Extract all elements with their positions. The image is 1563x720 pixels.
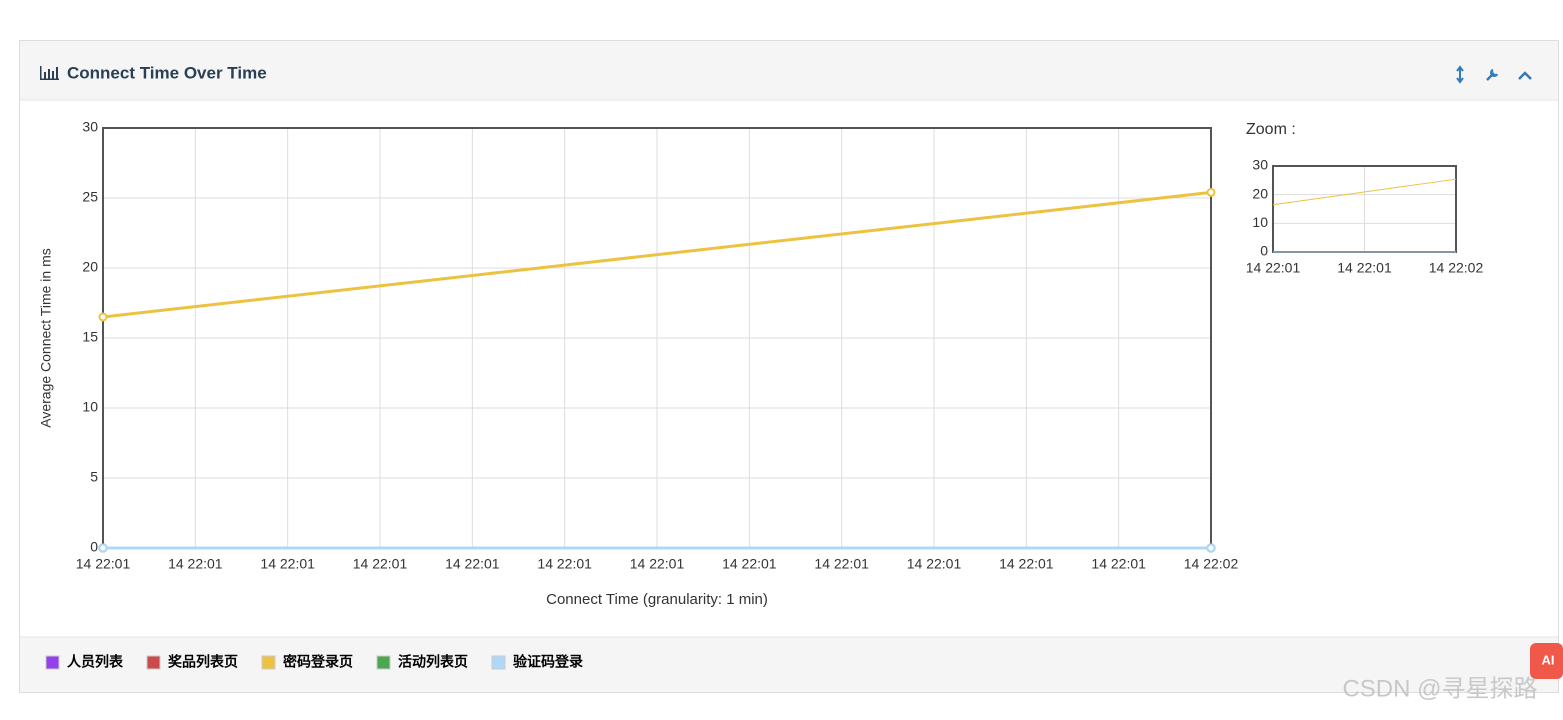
legend-label[interactable]: 密码登录页: [282, 654, 353, 670]
legend-swatch[interactable]: [45, 655, 60, 670]
x-tick-label: 14 22:01: [1337, 260, 1392, 276]
legend-area: [20, 637, 1558, 692]
y-tick-label: 0: [1260, 243, 1268, 259]
y-tick-label: 15: [82, 329, 98, 345]
legend-swatch[interactable]: [491, 655, 506, 670]
panel-header: [20, 41, 1558, 100]
zoom-label: Zoom :: [1246, 121, 1296, 138]
x-tick-label: 14 22:01: [814, 556, 869, 572]
ai-badge[interactable]: [1530, 643, 1563, 679]
legend-label[interactable]: 活动列表页: [398, 654, 468, 670]
y-tick-label: 5: [90, 469, 98, 485]
header-tools[interactable]: [1456, 65, 1532, 84]
series-point: [98, 543, 108, 553]
legend-swatch[interactable]: [261, 655, 276, 670]
y-axis-title: Average Connect Time in ms: [38, 248, 54, 428]
x-tick-label: 14 22:02: [1184, 556, 1239, 572]
legend-label[interactable]: 人员列表: [67, 654, 124, 670]
watermark: CSDN @寻星探路: [1342, 675, 1537, 702]
x-tick-label: 14 22:01: [722, 556, 777, 572]
x-tick-label: 14 22:01: [260, 556, 315, 572]
y-tick-label: 0: [90, 539, 98, 555]
x-tick-label: 14 22:02: [1429, 260, 1484, 276]
x-tick-label: 14 22:01: [168, 556, 223, 572]
legend-swatch[interactable]: [146, 655, 161, 670]
chart-icon: [40, 66, 59, 80]
y-tick-label: 30: [82, 119, 98, 135]
x-tick-label: 14 22:01: [537, 556, 592, 572]
panel-title: Connect Time Over Time: [67, 63, 267, 82]
y-tick-label: 20: [82, 259, 98, 275]
y-tick-label: 20: [1252, 185, 1268, 201]
y-tick-label: 10: [1252, 214, 1268, 230]
legend-label[interactable]: 奖品列表页: [168, 654, 238, 670]
x-tick-label: 14 22:01: [1246, 260, 1301, 276]
collapse-icon[interactable]: [1518, 71, 1532, 80]
series-line: [1272, 178, 1457, 206]
ai-badge-label[interactable]: AI: [1542, 652, 1555, 667]
x-axis-title: Connect Time (granularity: 1 min): [546, 591, 768, 608]
series-point: [1206, 187, 1216, 197]
y-tick-label: 30: [1252, 157, 1268, 173]
legend-swatch[interactable]: [376, 655, 391, 670]
x-tick-label: 14 22:01: [445, 556, 500, 572]
y-tick-label: 25: [82, 189, 98, 205]
y-tick-label: 10: [82, 399, 98, 415]
x-tick-label: 14 22:01: [630, 556, 685, 572]
panel: [19, 40, 1559, 693]
x-tick-label: 14 22:01: [1091, 556, 1146, 572]
series-line: [102, 190, 1212, 319]
series-point: [1206, 543, 1216, 553]
x-tick-label: 14 22:01: [907, 556, 962, 572]
x-tick-label: 14 22:01: [999, 556, 1054, 572]
series-point: [98, 312, 108, 322]
settings-icon[interactable]: [1486, 68, 1499, 81]
x-tick-label: 14 22:01: [76, 556, 131, 572]
x-tick-label: 14 22:01: [353, 556, 408, 572]
resize-icon[interactable]: [1456, 65, 1464, 84]
legend-label[interactable]: 验证码登录: [513, 654, 583, 670]
